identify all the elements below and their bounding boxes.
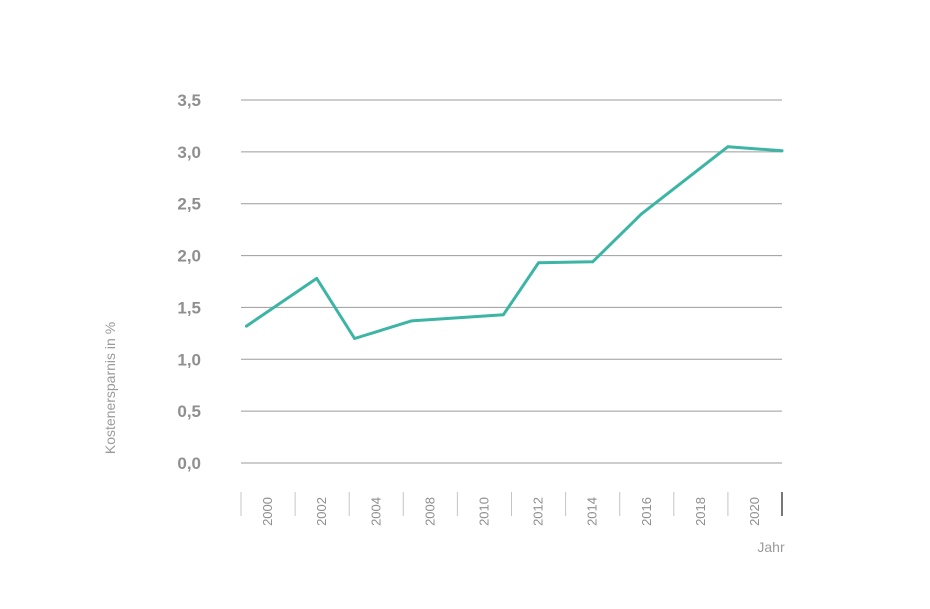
- y-tick-label: 3,0: [177, 143, 201, 162]
- x-axis-label: Jahr: [757, 539, 785, 555]
- grid-lines: [241, 99, 782, 464]
- y-tick-label: 2,5: [177, 195, 201, 214]
- x-tick-label: 2000: [260, 497, 275, 526]
- series-layer: [244, 145, 784, 340]
- x-tick-label: 2016: [639, 497, 654, 526]
- data-point: [245, 324, 248, 328]
- series-line: [244, 145, 784, 340]
- data-point: [537, 261, 540, 265]
- data-point: [315, 276, 319, 280]
- data-point: [591, 260, 595, 264]
- y-tick-label: 1,5: [177, 298, 201, 317]
- data-point: [501, 313, 505, 317]
- y-tick-label: 0,5: [177, 402, 201, 421]
- x-tick-label: 2014: [585, 497, 600, 526]
- data-point: [780, 149, 784, 153]
- y-axis-label: Kostenersparnis in %: [102, 322, 118, 454]
- x-tick-label: 2004: [368, 497, 383, 526]
- data-point: [410, 319, 413, 323]
- y-axis-ticks: 0,0 0,5 1,0 1,5 2,0 2,5 3,0 3,5: [177, 91, 201, 473]
- data-point: [639, 212, 643, 216]
- data-point: [353, 337, 357, 340]
- x-tick-label: 2012: [531, 497, 546, 526]
- x-tick-label: 2018: [693, 497, 708, 526]
- y-tick-label: 3,5: [177, 91, 201, 110]
- y-tick-label: 1,0: [177, 350, 201, 369]
- x-tick-label: 2010: [476, 497, 491, 526]
- x-tick-label: 2002: [314, 497, 329, 526]
- y-tick-label: 2,0: [177, 247, 201, 266]
- data-point: [726, 145, 730, 149]
- y-tick-label: 0,0: [177, 454, 201, 473]
- x-tick-label: 2008: [422, 497, 437, 526]
- x-axis-ticks: 2000 2002 2004 2008 2010 2012 2014 2016 2018 2020: [240, 492, 783, 526]
- x-tick-label: 2020: [747, 497, 762, 526]
